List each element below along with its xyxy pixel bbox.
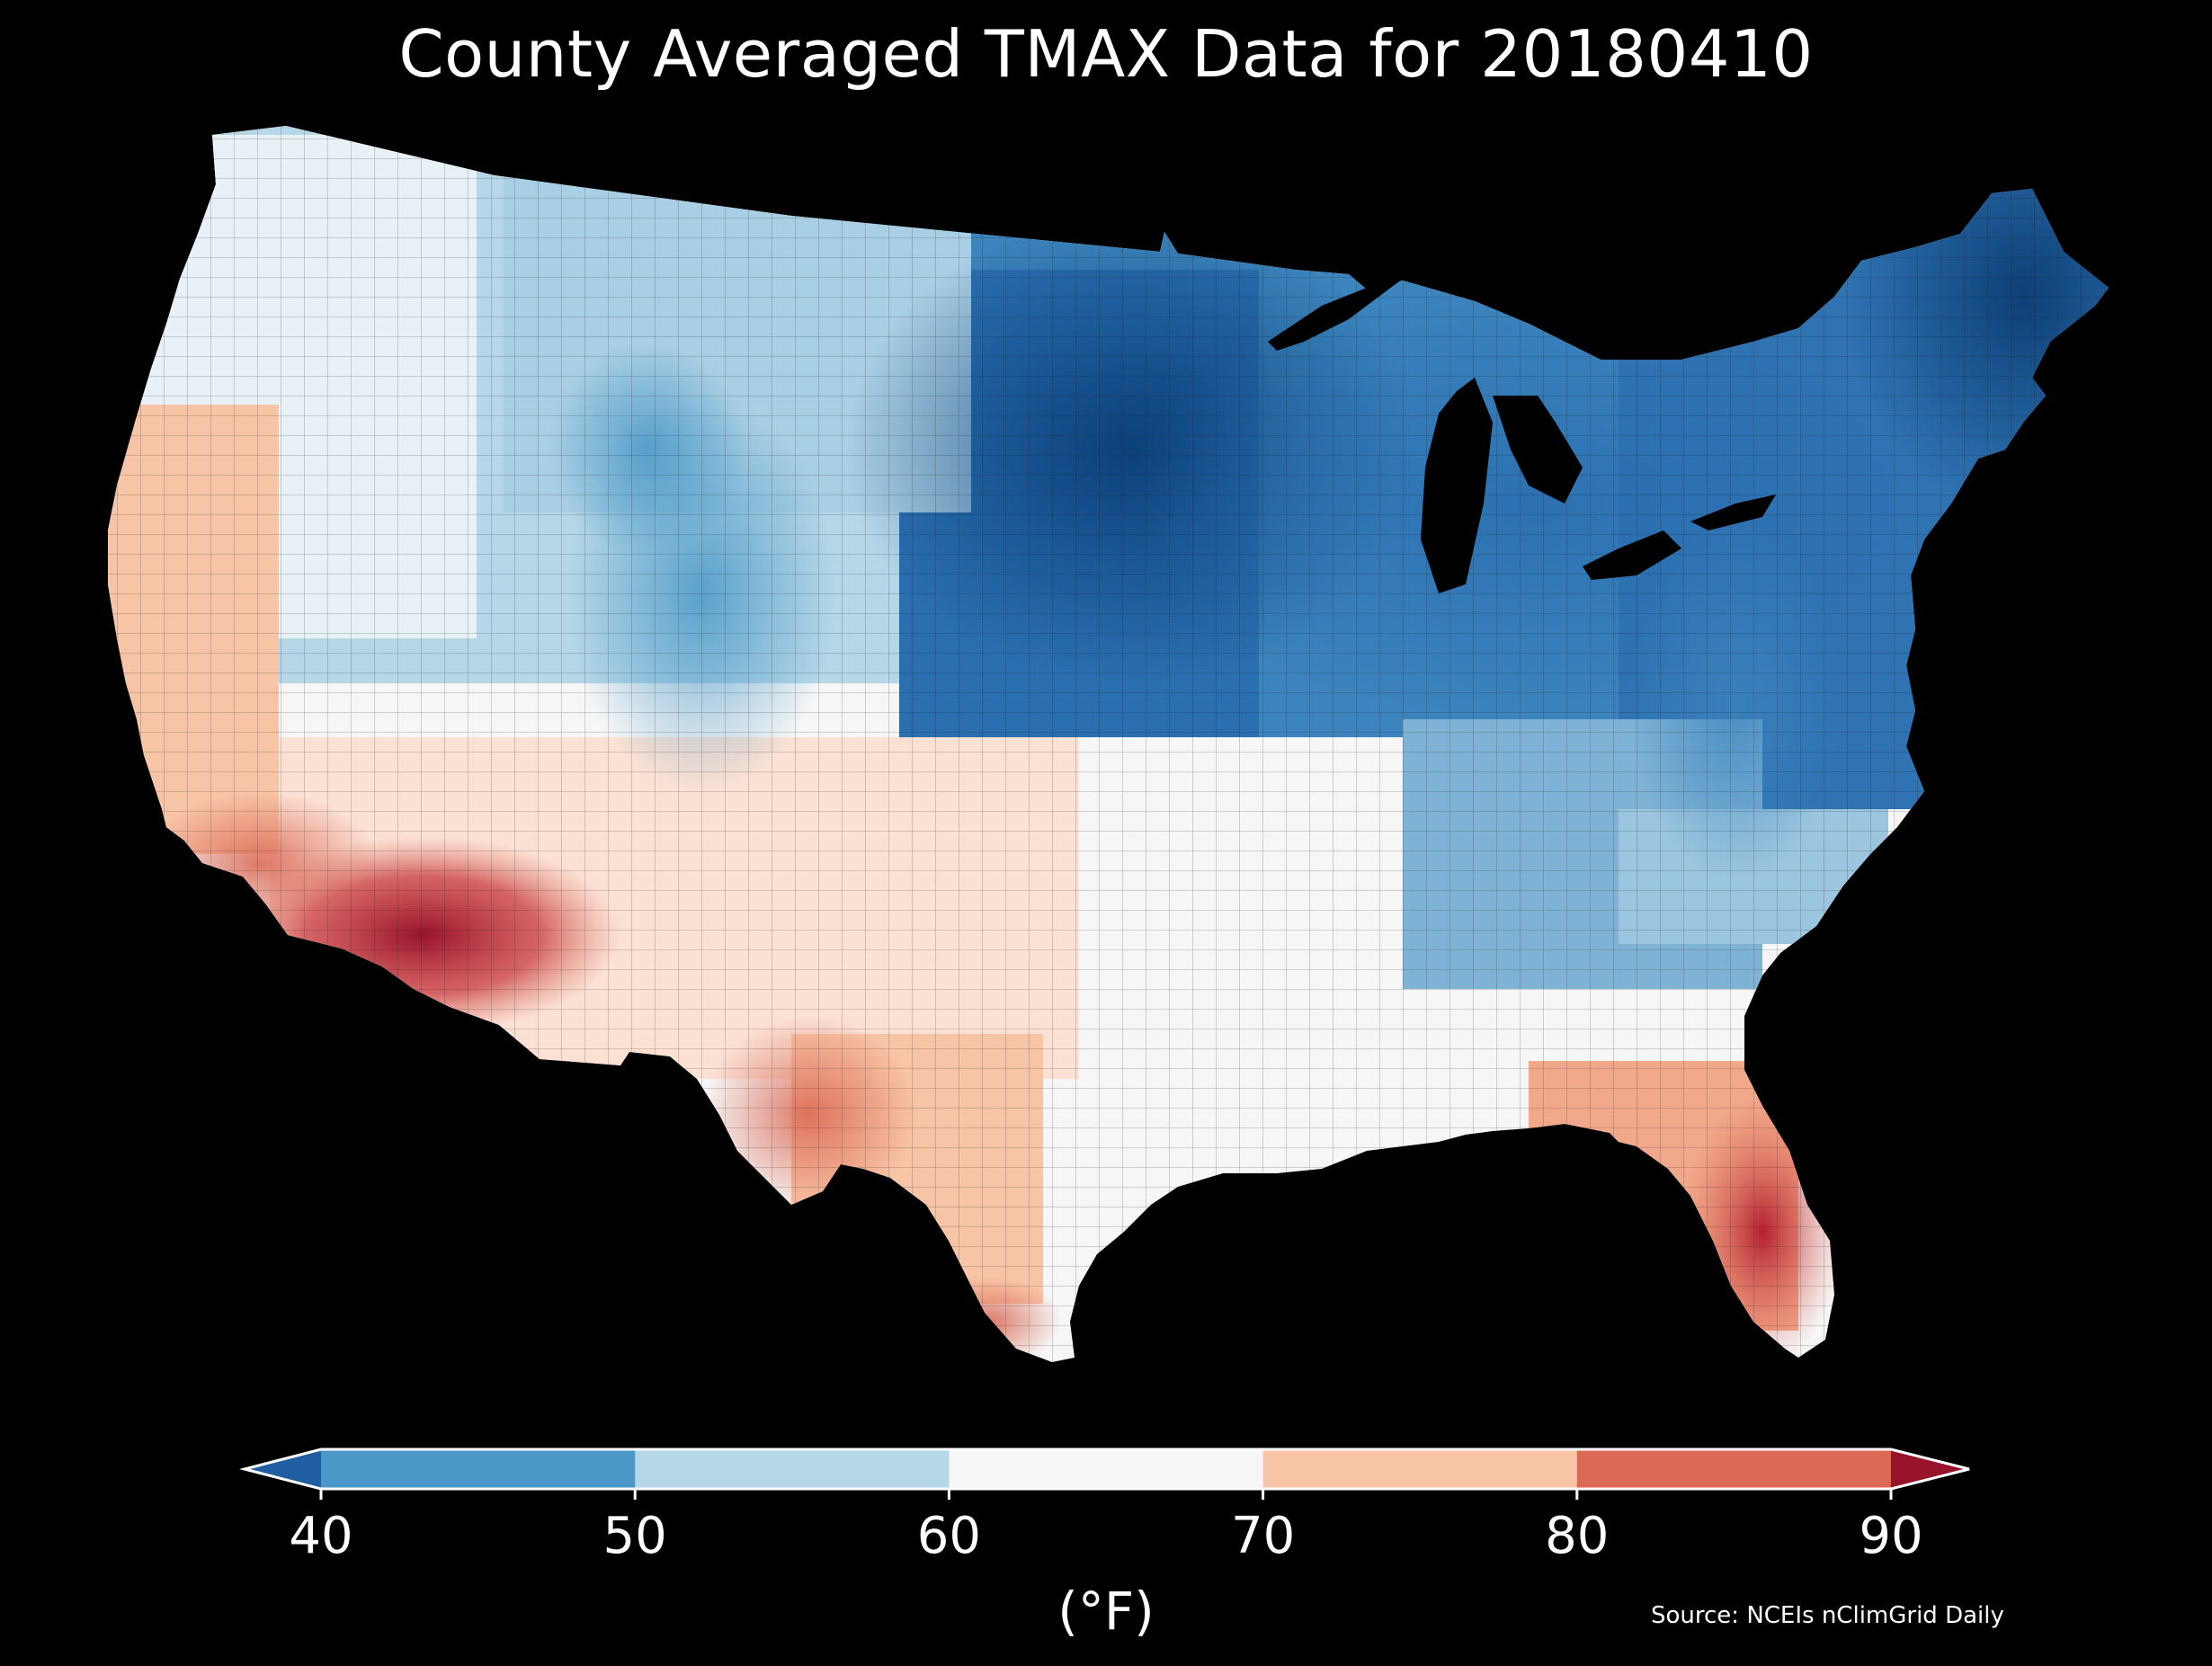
colorbar-bin (321, 1449, 636, 1489)
source-credit: Source: NCEIs nClimGrid Daily (1651, 1602, 2004, 1629)
colorbar (239, 1448, 1970, 1500)
colorbar-tick-label: 70 (1230, 1507, 1296, 1565)
great-lakes (1268, 279, 1776, 593)
colorbar-extend-low (245, 1449, 321, 1489)
colorbar-tick-label: 60 (916, 1507, 982, 1565)
colorbar-ticks (319, 1489, 1893, 1500)
colorbar-tick-label: 90 (1859, 1507, 1923, 1565)
colorbar-tick-label: 50 (602, 1507, 667, 1565)
colorbar-tick-label: 40 (289, 1507, 353, 1565)
colorbar-tick-label: 80 (1545, 1507, 1610, 1565)
colorbar-bin (1576, 1449, 1892, 1489)
map-title: County Averaged TMAX Data for 20180410 (398, 16, 1814, 92)
colorbar-extend-high (1891, 1449, 1969, 1489)
colorbar-bins (245, 1449, 1969, 1489)
colorbar-bin (635, 1449, 950, 1489)
colorbar-bin (1262, 1449, 1578, 1489)
colorbar-units: (°F) (1057, 1581, 1155, 1642)
colorbar-bin (949, 1449, 1264, 1489)
